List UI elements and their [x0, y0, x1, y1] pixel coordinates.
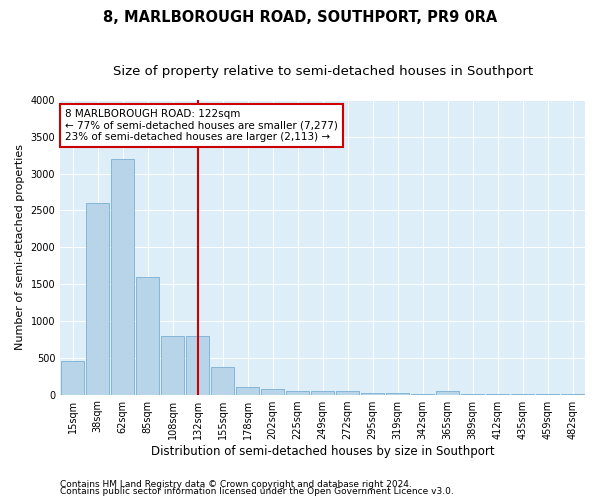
Bar	[311, 391, 334, 394]
Text: 8, MARLBOROUGH ROAD, SOUTHPORT, PR9 0RA: 8, MARLBOROUGH ROAD, SOUTHPORT, PR9 0RA	[103, 10, 497, 25]
Bar	[286, 390, 309, 394]
Bar	[86, 203, 109, 394]
Bar	[236, 387, 259, 394]
Bar	[436, 390, 459, 394]
Bar	[361, 393, 384, 394]
Bar	[337, 392, 359, 394]
Y-axis label: Number of semi-detached properties: Number of semi-detached properties	[15, 144, 25, 350]
Bar	[187, 336, 209, 394]
Bar	[211, 366, 234, 394]
Bar	[61, 362, 84, 394]
Bar	[136, 277, 159, 394]
Bar	[161, 336, 184, 394]
Text: Contains HM Land Registry data © Crown copyright and database right 2024.: Contains HM Land Registry data © Crown c…	[60, 480, 412, 489]
Title: Size of property relative to semi-detached houses in Southport: Size of property relative to semi-detach…	[113, 65, 533, 78]
Bar	[262, 390, 284, 394]
Bar	[112, 159, 134, 394]
Text: Contains public sector information licensed under the Open Government Licence v3: Contains public sector information licen…	[60, 487, 454, 496]
X-axis label: Distribution of semi-detached houses by size in Southport: Distribution of semi-detached houses by …	[151, 444, 494, 458]
Text: 8 MARLBOROUGH ROAD: 122sqm
← 77% of semi-detached houses are smaller (7,277)
23%: 8 MARLBOROUGH ROAD: 122sqm ← 77% of semi…	[65, 109, 338, 142]
